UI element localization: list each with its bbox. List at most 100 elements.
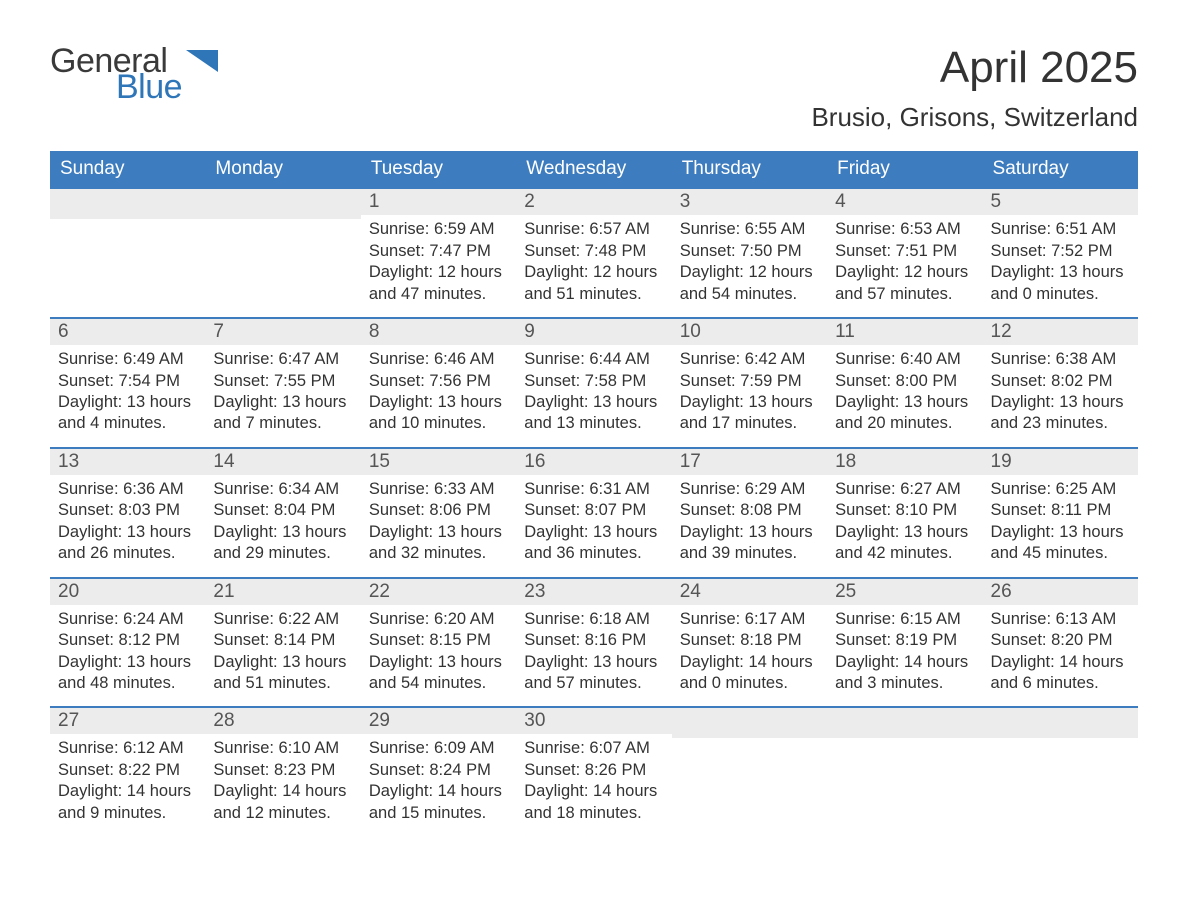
week-row: 27Sunrise: 6:12 AMSunset: 8:22 PMDayligh… xyxy=(50,706,1138,836)
sunset-text: Sunset: 7:58 PM xyxy=(524,371,663,392)
sunrise-text: Sunrise: 6:59 AM xyxy=(369,219,508,240)
sunrise-text: Sunrise: 6:10 AM xyxy=(213,738,352,759)
day-cell: 19Sunrise: 6:25 AMSunset: 8:11 PMDayligh… xyxy=(983,449,1138,577)
day-cell: 10Sunrise: 6:42 AMSunset: 7:59 PMDayligh… xyxy=(672,319,827,447)
daylight-text: Daylight: 13 hours and 45 minutes. xyxy=(991,522,1130,565)
sunrise-text: Sunrise: 6:34 AM xyxy=(213,479,352,500)
day-body: Sunrise: 6:25 AMSunset: 8:11 PMDaylight:… xyxy=(983,475,1138,565)
day-body: Sunrise: 6:57 AMSunset: 7:48 PMDaylight:… xyxy=(516,215,671,305)
daylight-text: Daylight: 12 hours and 57 minutes. xyxy=(835,262,974,305)
day-body: Sunrise: 6:38 AMSunset: 8:02 PMDaylight:… xyxy=(983,345,1138,435)
sunrise-text: Sunrise: 6:44 AM xyxy=(524,349,663,370)
day-number xyxy=(983,708,1138,738)
daylight-text: Daylight: 13 hours and 4 minutes. xyxy=(58,392,197,435)
sunrise-text: Sunrise: 6:27 AM xyxy=(835,479,974,500)
sunrise-text: Sunrise: 6:29 AM xyxy=(680,479,819,500)
day-body: Sunrise: 6:15 AMSunset: 8:19 PMDaylight:… xyxy=(827,605,982,695)
day-cell: 2Sunrise: 6:57 AMSunset: 7:48 PMDaylight… xyxy=(516,189,671,317)
sunset-text: Sunset: 8:16 PM xyxy=(524,630,663,651)
sunset-text: Sunset: 8:11 PM xyxy=(991,500,1130,521)
day-number: 7 xyxy=(205,319,360,345)
day-number: 2 xyxy=(516,189,671,215)
daylight-text: Daylight: 12 hours and 47 minutes. xyxy=(369,262,508,305)
day-cell: 14Sunrise: 6:34 AMSunset: 8:04 PMDayligh… xyxy=(205,449,360,577)
day-number xyxy=(205,189,360,219)
day-body: Sunrise: 6:51 AMSunset: 7:52 PMDaylight:… xyxy=(983,215,1138,305)
sunrise-text: Sunrise: 6:18 AM xyxy=(524,609,663,630)
sunset-text: Sunset: 7:52 PM xyxy=(991,241,1130,262)
daylight-text: Daylight: 12 hours and 51 minutes. xyxy=(524,262,663,305)
daylight-text: Daylight: 13 hours and 0 minutes. xyxy=(991,262,1130,305)
day-body: Sunrise: 6:20 AMSunset: 8:15 PMDaylight:… xyxy=(361,605,516,695)
sunset-text: Sunset: 8:19 PM xyxy=(835,630,974,651)
daylight-text: Daylight: 13 hours and 7 minutes. xyxy=(213,392,352,435)
daylight-text: Daylight: 13 hours and 51 minutes. xyxy=(213,652,352,695)
sunrise-text: Sunrise: 6:07 AM xyxy=(524,738,663,759)
logo-text: General Blue xyxy=(50,44,182,104)
weekday-header-cell: Monday xyxy=(205,151,360,187)
sunrise-text: Sunrise: 6:20 AM xyxy=(369,609,508,630)
sunrise-text: Sunrise: 6:17 AM xyxy=(680,609,819,630)
day-number: 24 xyxy=(672,579,827,605)
day-body: Sunrise: 6:07 AMSunset: 8:26 PMDaylight:… xyxy=(516,734,671,824)
day-cell xyxy=(50,189,205,317)
day-cell: 7Sunrise: 6:47 AMSunset: 7:55 PMDaylight… xyxy=(205,319,360,447)
day-number: 12 xyxy=(983,319,1138,345)
weekday-header-cell: Tuesday xyxy=(361,151,516,187)
sunset-text: Sunset: 7:59 PM xyxy=(680,371,819,392)
sunrise-text: Sunrise: 6:22 AM xyxy=(213,609,352,630)
daylight-text: Daylight: 13 hours and 13 minutes. xyxy=(524,392,663,435)
day-number: 28 xyxy=(205,708,360,734)
sunset-text: Sunset: 8:23 PM xyxy=(213,760,352,781)
daylight-text: Daylight: 14 hours and 3 minutes. xyxy=(835,652,974,695)
day-body: Sunrise: 6:40 AMSunset: 8:00 PMDaylight:… xyxy=(827,345,982,435)
sunset-text: Sunset: 8:02 PM xyxy=(991,371,1130,392)
day-cell: 11Sunrise: 6:40 AMSunset: 8:00 PMDayligh… xyxy=(827,319,982,447)
sunset-text: Sunset: 8:03 PM xyxy=(58,500,197,521)
day-body: Sunrise: 6:33 AMSunset: 8:06 PMDaylight:… xyxy=(361,475,516,565)
day-number: 17 xyxy=(672,449,827,475)
daylight-text: Daylight: 13 hours and 32 minutes. xyxy=(369,522,508,565)
sunset-text: Sunset: 8:00 PM xyxy=(835,371,974,392)
day-body: Sunrise: 6:46 AMSunset: 7:56 PMDaylight:… xyxy=(361,345,516,435)
day-cell: 28Sunrise: 6:10 AMSunset: 8:23 PMDayligh… xyxy=(205,708,360,836)
day-cell: 29Sunrise: 6:09 AMSunset: 8:24 PMDayligh… xyxy=(361,708,516,836)
day-number xyxy=(50,189,205,219)
daylight-text: Daylight: 14 hours and 18 minutes. xyxy=(524,781,663,824)
day-number: 10 xyxy=(672,319,827,345)
weekday-header-cell: Friday xyxy=(827,151,982,187)
sunrise-text: Sunrise: 6:13 AM xyxy=(991,609,1130,630)
day-number: 19 xyxy=(983,449,1138,475)
day-number: 15 xyxy=(361,449,516,475)
sunrise-text: Sunrise: 6:09 AM xyxy=(369,738,508,759)
sunrise-text: Sunrise: 6:42 AM xyxy=(680,349,819,370)
sunset-text: Sunset: 8:24 PM xyxy=(369,760,508,781)
weekday-header-row: SundayMondayTuesdayWednesdayThursdayFrid… xyxy=(50,151,1138,187)
day-body: Sunrise: 6:24 AMSunset: 8:12 PMDaylight:… xyxy=(50,605,205,695)
sunset-text: Sunset: 8:22 PM xyxy=(58,760,197,781)
day-cell: 1Sunrise: 6:59 AMSunset: 7:47 PMDaylight… xyxy=(361,189,516,317)
calendar-page: General Blue April 2025 Brusio, Grisons,… xyxy=(0,0,1188,876)
sunrise-text: Sunrise: 6:47 AM xyxy=(213,349,352,370)
sunset-text: Sunset: 7:48 PM xyxy=(524,241,663,262)
daylight-text: Daylight: 14 hours and 9 minutes. xyxy=(58,781,197,824)
sunrise-text: Sunrise: 6:49 AM xyxy=(58,349,197,370)
sunrise-text: Sunrise: 6:51 AM xyxy=(991,219,1130,240)
day-body: Sunrise: 6:13 AMSunset: 8:20 PMDaylight:… xyxy=(983,605,1138,695)
weekday-header-cell: Sunday xyxy=(50,151,205,187)
weekday-header-cell: Saturday xyxy=(983,151,1138,187)
sunset-text: Sunset: 8:07 PM xyxy=(524,500,663,521)
day-cell: 25Sunrise: 6:15 AMSunset: 8:19 PMDayligh… xyxy=(827,579,982,707)
sunset-text: Sunset: 8:20 PM xyxy=(991,630,1130,651)
day-number: 25 xyxy=(827,579,982,605)
week-row: 13Sunrise: 6:36 AMSunset: 8:03 PMDayligh… xyxy=(50,447,1138,577)
title-block: April 2025 Brusio, Grisons, Switzerland xyxy=(811,44,1138,133)
day-cell: 6Sunrise: 6:49 AMSunset: 7:54 PMDaylight… xyxy=(50,319,205,447)
day-number: 3 xyxy=(672,189,827,215)
day-body: Sunrise: 6:22 AMSunset: 8:14 PMDaylight:… xyxy=(205,605,360,695)
day-cell xyxy=(205,189,360,317)
daylight-text: Daylight: 13 hours and 42 minutes. xyxy=(835,522,974,565)
day-number: 26 xyxy=(983,579,1138,605)
daylight-text: Daylight: 14 hours and 0 minutes. xyxy=(680,652,819,695)
day-cell: 12Sunrise: 6:38 AMSunset: 8:02 PMDayligh… xyxy=(983,319,1138,447)
